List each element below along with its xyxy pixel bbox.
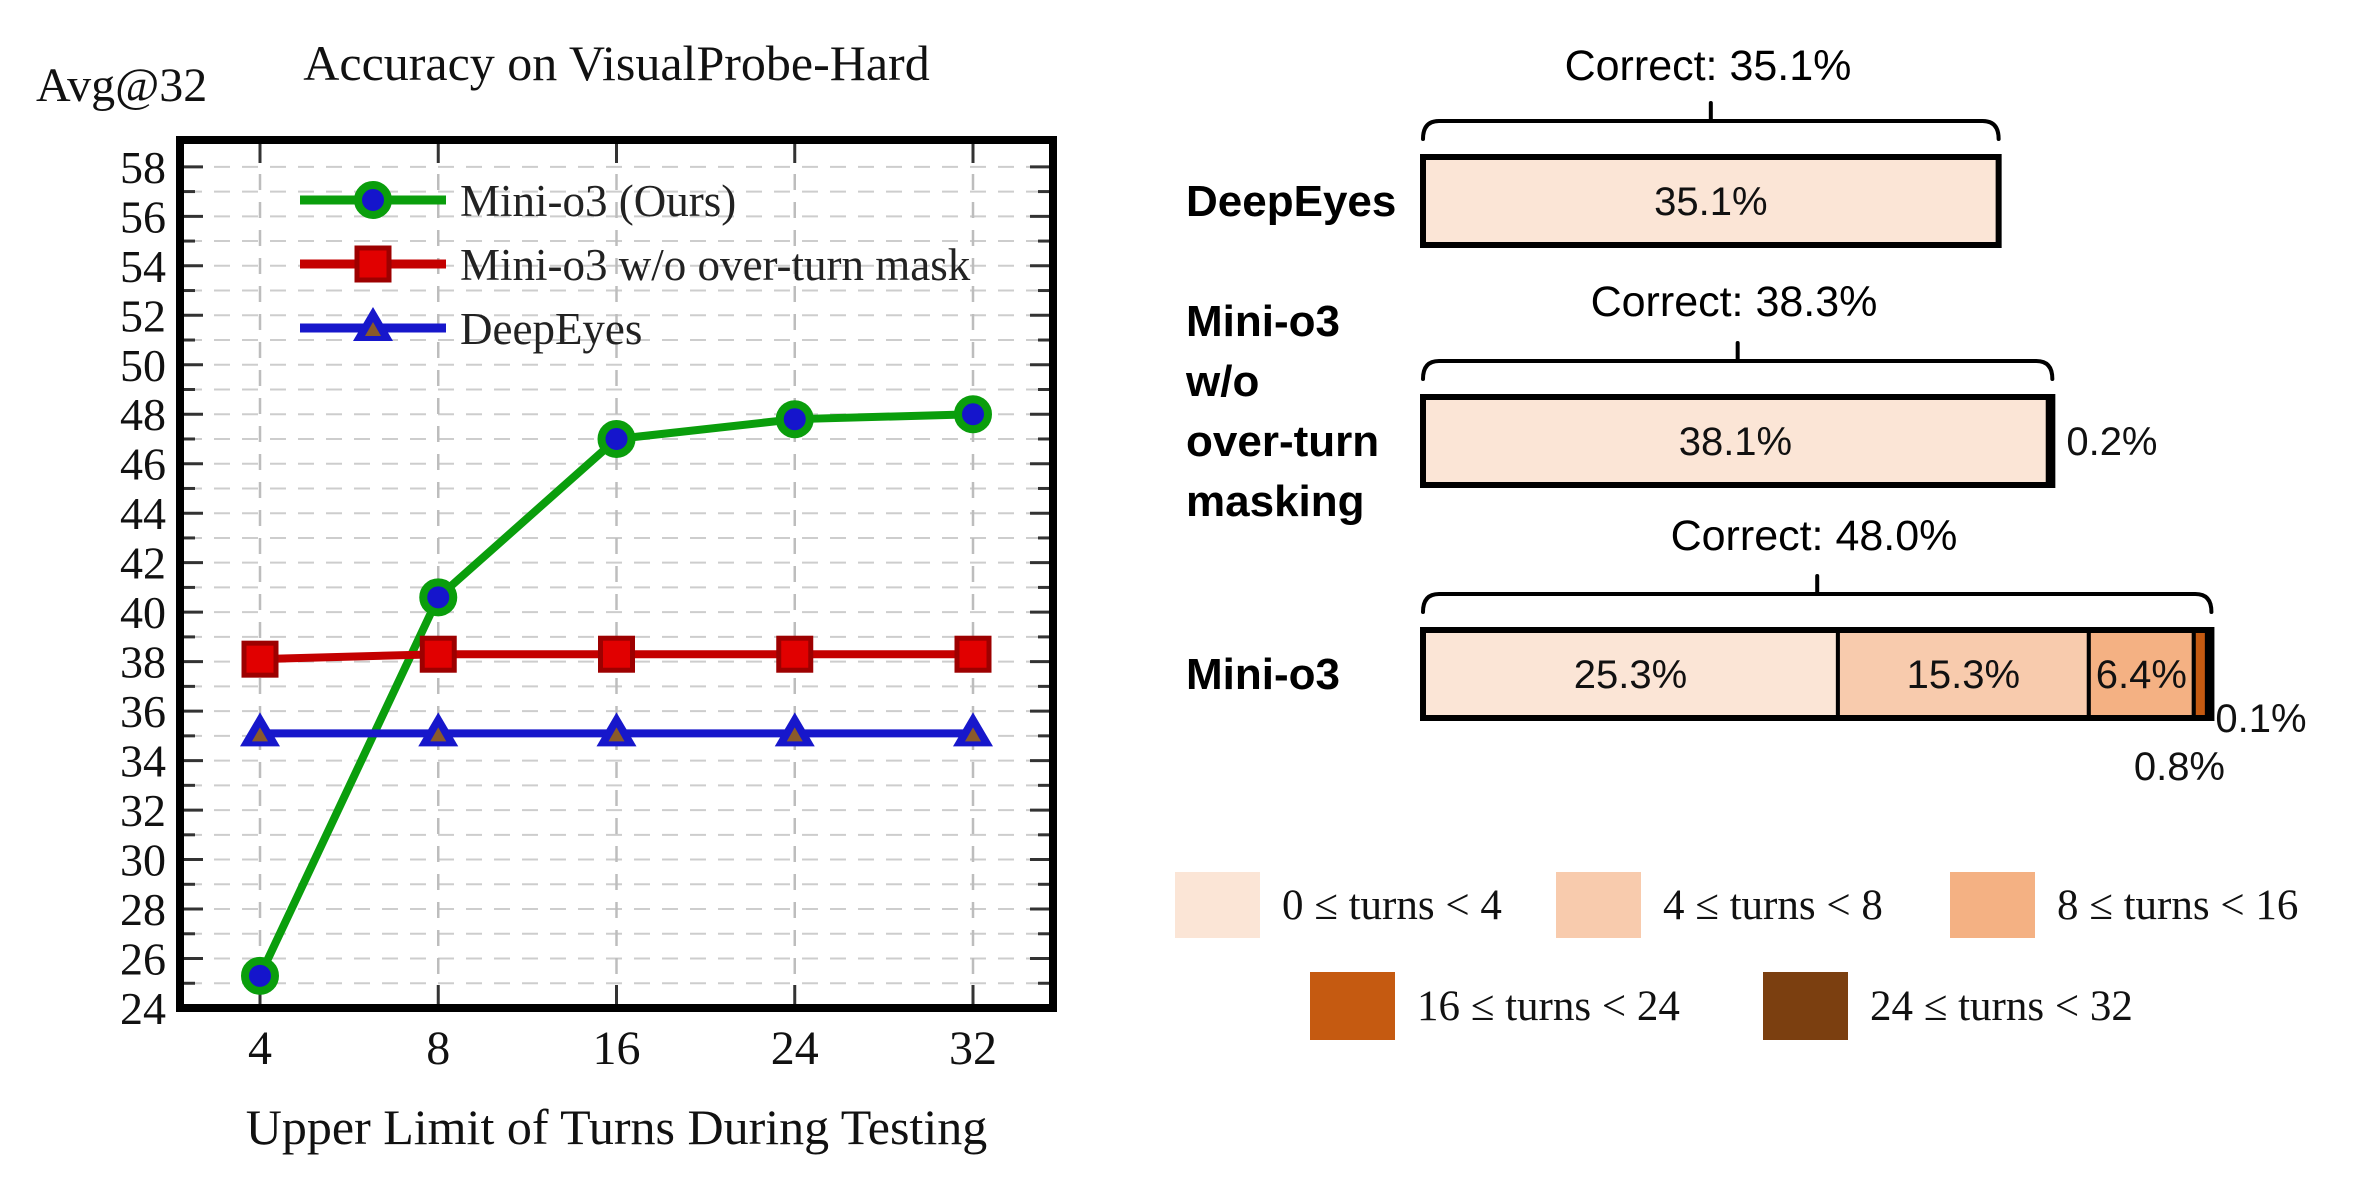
bar-row-label-mini-o3-wo-masking: Mini-o3 w/o over-turn masking bbox=[1186, 297, 1380, 526]
bar-outline bbox=[1420, 154, 2002, 248]
legend-swatch-turns-8-16 bbox=[1950, 872, 2035, 938]
y-axis-tick-label: 36 bbox=[120, 686, 166, 737]
legend-item-turns-0-4: 0 ≤ turns < 4 bbox=[1175, 872, 1502, 938]
y-axis-tick-label: 28 bbox=[120, 884, 166, 935]
y-axis-tick-label: 38 bbox=[120, 637, 166, 688]
segment-value-label: 38.1% bbox=[1679, 420, 1792, 464]
y-axis-tick-label: 52 bbox=[120, 290, 166, 341]
segment-value-label: 0.2% bbox=[2066, 420, 2157, 464]
data-point-marker bbox=[241, 956, 279, 995]
segment-value-label: 35.1% bbox=[1654, 180, 1767, 224]
bar-row-label-mini-o3: Mini-o3 bbox=[1186, 650, 1340, 699]
y-axis-tick-label: 34 bbox=[120, 736, 166, 787]
x-axis-tick-label: 16 bbox=[593, 1022, 641, 1075]
bar-outline bbox=[1420, 627, 2215, 721]
chart-legend-label: Mini-o3 w/o over-turn mask bbox=[460, 240, 971, 290]
y-axis-tick-label: 56 bbox=[120, 191, 166, 242]
chart-legend-label: Mini-o3 (Ours) bbox=[460, 176, 736, 226]
correct-total-label-deepeyes: Correct: 35.1% bbox=[1564, 42, 1852, 90]
data-point-marker bbox=[954, 395, 992, 434]
y-axis-tick-label: 58 bbox=[120, 142, 166, 193]
data-point-marker bbox=[354, 245, 392, 283]
legend-swatch-turns-16-24 bbox=[1310, 972, 1395, 1040]
correct-total-label-mini-o3: Correct: 48.0% bbox=[1670, 512, 1958, 560]
y-axis-tick-label: 32 bbox=[120, 785, 166, 836]
data-point-marker bbox=[776, 635, 814, 673]
x-axis-tick-label: 4 bbox=[248, 1022, 272, 1075]
data-point-marker bbox=[419, 635, 457, 673]
y-axis-tick-label: 42 bbox=[120, 538, 166, 589]
data-point-marker bbox=[954, 635, 992, 673]
plot-border bbox=[176, 136, 1057, 1012]
y-axis-tick-label: 44 bbox=[120, 488, 166, 539]
legend-swatch-turns-4-8 bbox=[1556, 872, 1641, 938]
data-point-marker bbox=[775, 400, 814, 439]
legend-label: 4 ≤ turns < 8 bbox=[1663, 881, 1883, 929]
y-axis-tick-label: 30 bbox=[120, 835, 166, 886]
x-axis-tick-label: 24 bbox=[771, 1022, 819, 1075]
legend-swatch-turns-24-32 bbox=[1763, 972, 1848, 1040]
bar-row-label-deepeyes: DeepEyes bbox=[1186, 177, 1397, 226]
segment-value-label: 25.3% bbox=[1574, 653, 1687, 697]
data-point-marker-inner bbox=[252, 727, 268, 742]
data-point-marker bbox=[354, 181, 392, 219]
legend-item-turns-8-16: 8 ≤ turns < 16 bbox=[1950, 872, 2298, 938]
legend-label: 8 ≤ turns < 16 bbox=[2057, 881, 2299, 929]
data-point-marker bbox=[419, 578, 458, 617]
y-axis-tick-label: 26 bbox=[120, 934, 166, 985]
x-axis-tick-label: 32 bbox=[949, 1022, 997, 1075]
correct-brace bbox=[1421, 592, 2214, 614]
data-point-marker bbox=[598, 635, 635, 673]
y-axis-unit-label: Avg@32 bbox=[36, 59, 208, 112]
legend-label: 16 ≤ turns < 24 bbox=[1417, 982, 1680, 1030]
data-point-marker bbox=[597, 419, 636, 458]
x-axis-tick-label: 8 bbox=[426, 1022, 450, 1075]
y-axis-tick-label: 48 bbox=[120, 389, 166, 440]
series-line-mini-o3-ours- bbox=[256, 410, 974, 978]
data-point-marker-inner bbox=[786, 727, 803, 742]
correct-total-label-mini-o3-wo-masking: Correct: 38.3% bbox=[1590, 278, 1878, 326]
chart-legend-label: DeepEyes bbox=[460, 304, 642, 354]
data-point-marker-inner bbox=[430, 727, 447, 742]
data-point-marker-inner bbox=[608, 727, 625, 742]
bar-segment-mini-o3-w-o-over-turn-masking-bin0 bbox=[1421, 395, 2050, 487]
legend-item-turns-24-32: 24 ≤ turns < 32 bbox=[1763, 972, 2133, 1040]
x-axis-label: Upper Limit of Turns During Testing bbox=[245, 1099, 988, 1155]
legend-label: 0 ≤ turns < 4 bbox=[1282, 881, 1502, 929]
y-axis-tick-label: 50 bbox=[120, 340, 166, 391]
y-axis-tick-label: 54 bbox=[120, 241, 166, 292]
bar-outline bbox=[1420, 394, 2056, 488]
segment-value-label: 15.3% bbox=[1907, 653, 2020, 697]
bar-segment-mini-o3-bin1 bbox=[1835, 628, 2091, 720]
segment-value-label: 0.8% bbox=[2134, 745, 2225, 789]
data-point-marker-inner bbox=[365, 322, 381, 336]
legend-item-turns-4-8: 4 ≤ turns < 8 bbox=[1556, 872, 1883, 938]
y-axis-tick-label: 24 bbox=[120, 983, 166, 1034]
y-axis-tick-label: 46 bbox=[120, 439, 166, 490]
legend-item-turns-16-24: 16 ≤ turns < 24 bbox=[1310, 972, 1680, 1040]
correct-brace bbox=[1421, 119, 2001, 141]
y-axis-tick-label: 40 bbox=[120, 587, 166, 638]
chart-title: Accuracy on VisualProbe-Hard bbox=[303, 35, 930, 91]
segment-value-label: 6.4% bbox=[2096, 653, 2187, 697]
correct-brace bbox=[1421, 359, 2055, 381]
data-point-marker-inner bbox=[965, 727, 981, 742]
legend-swatch-turns-0-4 bbox=[1175, 872, 1260, 938]
data-point-marker bbox=[241, 640, 279, 678]
segment-value-label: 0.1% bbox=[2215, 697, 2306, 741]
legend-label: 24 ≤ turns < 32 bbox=[1870, 982, 2133, 1030]
bar-segment-mini-o3-bin0 bbox=[1421, 628, 1840, 720]
